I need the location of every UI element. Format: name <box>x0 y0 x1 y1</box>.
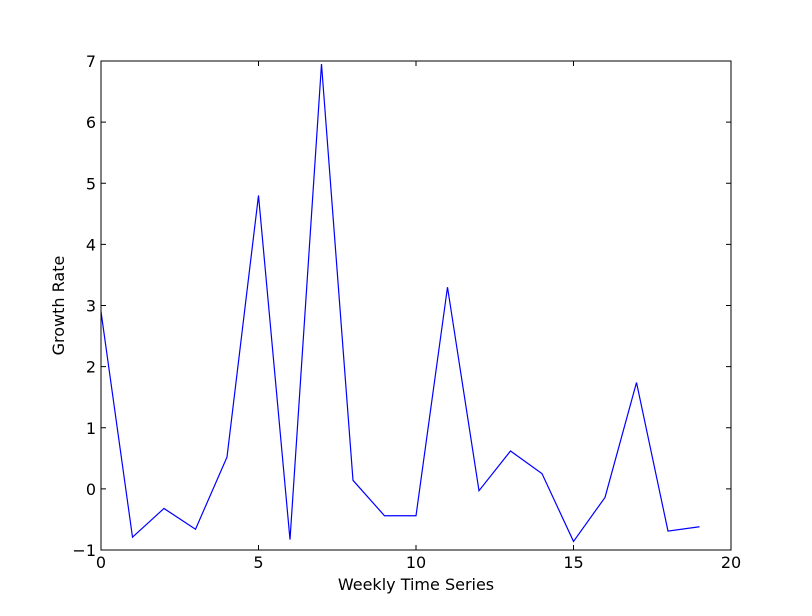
y-tick-label: −1 <box>72 541 96 560</box>
y-tick-label: 7 <box>86 52 96 71</box>
y-axis-label: Growth Rate <box>49 256 68 356</box>
y-tick-label: 3 <box>86 297 96 316</box>
y-tick-label: 2 <box>86 358 96 377</box>
plot-area <box>101 61 731 550</box>
y-tick-label: 0 <box>86 480 96 499</box>
y-tick-label: 6 <box>86 113 96 132</box>
y-tick-label: 1 <box>86 419 96 438</box>
x-tick-label: 20 <box>721 553 741 572</box>
x-tick-label: 5 <box>253 553 263 572</box>
x-tick-label: 10 <box>406 553 426 572</box>
y-tick-label: 4 <box>86 235 96 254</box>
x-axis-label: Weekly Time Series <box>338 575 494 594</box>
x-tick-label: 0 <box>96 553 106 572</box>
x-tick-label: 15 <box>563 553 583 572</box>
y-tick-label: 5 <box>86 174 96 193</box>
